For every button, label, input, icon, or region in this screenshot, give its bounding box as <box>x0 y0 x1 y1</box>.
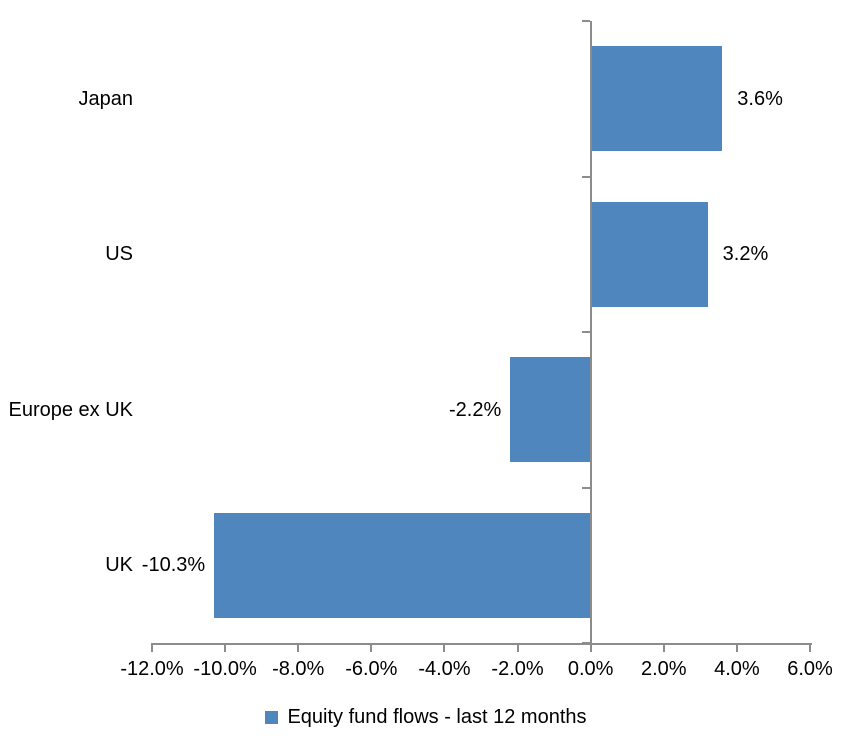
category-label: UK <box>105 554 133 577</box>
value-label: 3.6% <box>737 87 783 110</box>
x-axis-tick <box>809 643 811 652</box>
value-label: -2.2% <box>449 398 502 421</box>
x-tick-label: 6.0% <box>787 658 833 680</box>
x-tick-label: -12.0% <box>120 658 184 680</box>
bar-japan <box>590 46 723 152</box>
x-tick-label: 0.0% <box>567 658 614 680</box>
x-tick-label: 2.0% <box>640 658 687 680</box>
value-label: 3.2% <box>722 243 769 266</box>
category-label: Japan <box>78 87 134 110</box>
y-axis-tick <box>581 486 590 489</box>
category-label: Europe ex UK <box>8 398 133 421</box>
x-axis-tick <box>735 643 738 652</box>
legend: Equity fund flows - last 12 months <box>0 705 852 729</box>
x-axis-tick <box>589 643 592 652</box>
y-axis-tick <box>581 331 590 333</box>
x-tick-label: -4.0% <box>418 658 471 680</box>
legend-label: Equity fund flows - last 12 months <box>287 706 587 728</box>
x-axis-tick <box>370 643 373 652</box>
x-axis-tick <box>297 643 300 652</box>
bar-uk <box>214 512 591 618</box>
x-axis-tick <box>224 643 227 652</box>
x-axis-tick <box>662 643 665 652</box>
x-tick-label: -10.0% <box>193 658 257 680</box>
x-axis-tick <box>516 643 519 652</box>
y-axis-tick <box>581 175 590 178</box>
legend-swatch-icon <box>265 710 279 724</box>
category-label: US <box>105 243 133 266</box>
y-axis-line <box>589 21 592 645</box>
bar-us <box>590 201 708 307</box>
x-tick-label: -2.0% <box>491 658 544 680</box>
x-axis-tick <box>443 643 446 652</box>
x-tick-label: -8.0% <box>272 658 325 680</box>
x-axis-line <box>152 643 812 645</box>
x-tick-label: -6.0% <box>345 658 398 680</box>
value-label: -10.3% <box>141 554 206 577</box>
x-tick-label: 4.0% <box>714 658 760 680</box>
y-axis-tick <box>581 20 590 22</box>
bar-europe-ex-uk <box>510 357 591 463</box>
x-axis-tick <box>151 643 153 652</box>
